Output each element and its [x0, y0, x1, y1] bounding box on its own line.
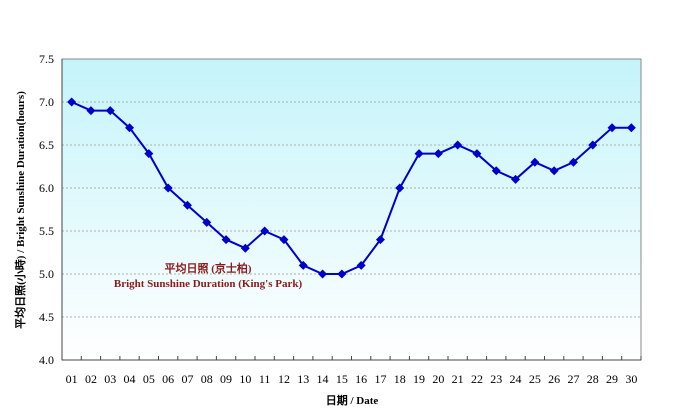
x-tick-label: 04: [124, 372, 136, 386]
diamond-marker: [414, 149, 424, 159]
y-tick-label: 7.0: [39, 95, 54, 109]
y-axis-ticks: 4.0 4.5 5.0 5.5 6.0 6.5 7.0 7.5: [39, 52, 54, 367]
diamond-marker: [433, 149, 443, 159]
x-tick-label: 25: [529, 372, 541, 386]
y-tick-label: 4.0: [39, 353, 54, 367]
diamond-marker: [395, 183, 405, 193]
diamond-marker: [221, 235, 231, 245]
diamond-marker: [511, 174, 521, 184]
x-tick-label: 23: [490, 372, 502, 386]
y-tick-label: 6.0: [39, 181, 54, 195]
x-tick-label: 01: [66, 372, 78, 386]
diamond-marker: [356, 260, 366, 270]
plot-area: [61, 58, 642, 361]
x-tick-label: 10: [239, 372, 251, 386]
diamond-marker: [182, 200, 192, 210]
y-tick-label: 4.5: [39, 310, 54, 324]
annotation-english: Bright Sunshine Duration (King's Park): [114, 278, 303, 290]
diamond-marker: [568, 157, 578, 167]
diamond-marker: [626, 123, 636, 133]
x-tick-label: 03: [104, 372, 116, 386]
x-tick-label: 26: [548, 372, 560, 386]
diamond-marker: [472, 149, 482, 159]
y-axis-title: 平均日照(小時) / Bright Sunshine Duration(hour…: [13, 91, 27, 329]
diamond-marker: [549, 166, 559, 176]
x-tick-label: 08: [201, 372, 213, 386]
x-axis-title: 日期 / Date: [326, 393, 379, 407]
diamond-marker: [86, 106, 96, 116]
x-tick-label: 05: [143, 372, 155, 386]
x-tick-label: 30: [625, 372, 637, 386]
diamond-marker: [530, 157, 540, 167]
x-tick-label: 09: [220, 372, 232, 386]
diamond-marker: [491, 166, 501, 176]
x-tick-label: 22: [471, 372, 483, 386]
x-tick-label: 28: [587, 372, 599, 386]
x-tick-label: 18: [394, 372, 406, 386]
x-tick-label: 20: [432, 372, 444, 386]
x-tick-label: 14: [317, 372, 329, 386]
diamond-marker: [607, 123, 617, 133]
gridlines: [62, 101, 641, 318]
series-line: [71, 101, 632, 275]
x-tick-label: 07: [181, 372, 193, 386]
x-tick-label: 29: [606, 372, 618, 386]
diamond-marker: [67, 97, 77, 107]
diamond-marker: [318, 269, 328, 279]
x-tick-label: 19: [413, 372, 425, 386]
x-tick-label: 06: [162, 372, 174, 386]
diamond-marker: [163, 183, 173, 193]
diamond-marker: [453, 140, 463, 150]
diamond-marker: [125, 123, 135, 133]
diamond-marker: [260, 226, 270, 236]
diamond-marker: [202, 217, 212, 227]
x-tick-label: 21: [452, 372, 464, 386]
x-tick-label: 13: [297, 372, 309, 386]
diamond-marker: [105, 106, 115, 116]
y-tick-label: 6.5: [39, 138, 54, 152]
y-tick-label: 5.5: [39, 224, 54, 238]
x-tick-label: 17: [374, 372, 386, 386]
diamond-marker: [144, 149, 154, 159]
diamond-marker: [240, 243, 250, 253]
x-tick-label: 16: [355, 372, 367, 386]
data-markers: [67, 97, 636, 279]
y-tick-label: 5.0: [39, 267, 54, 281]
diamond-marker: [337, 269, 347, 279]
diamond-marker: [375, 235, 385, 245]
x-tick-label: 02: [85, 372, 97, 386]
x-tick-label: 12: [278, 372, 290, 386]
diamond-marker: [588, 140, 598, 150]
x-tick-label: 15: [336, 372, 348, 386]
diamond-marker: [298, 260, 308, 270]
x-tick-label: 11: [259, 372, 271, 386]
x-tick-label: 27: [567, 372, 579, 386]
y-tick-label: 7.5: [39, 52, 54, 66]
x-tick-label: 24: [510, 372, 522, 386]
annotation-chinese: 平均日照 (京士柏): [164, 261, 251, 275]
x-axis-ticks: 01 02 03 04 05 06 07 08 09 10 11 12 13 14 15 16 17 18 19 20…: [66, 356, 642, 386]
diamond-marker: [279, 235, 289, 245]
